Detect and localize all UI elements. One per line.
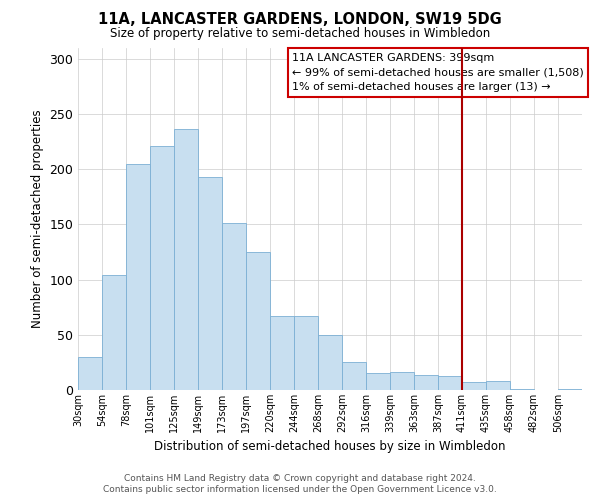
Bar — [222, 223, 246, 390]
Text: 11A, LANCASTER GARDENS, LONDON, SW19 5DG: 11A, LANCASTER GARDENS, LONDON, SW19 5DG — [98, 12, 502, 28]
Y-axis label: Number of semi-detached properties: Number of semi-detached properties — [31, 110, 44, 328]
Bar — [558, 389, 582, 390]
Bar — [510, 389, 534, 390]
Bar — [270, 316, 294, 390]
Text: Size of property relative to semi-detached houses in Wimbledon: Size of property relative to semi-detach… — [110, 28, 490, 40]
Text: Contains HM Land Registry data © Crown copyright and database right 2024.
Contai: Contains HM Land Registry data © Crown c… — [103, 474, 497, 494]
Bar — [78, 357, 102, 390]
Bar — [414, 374, 438, 390]
X-axis label: Distribution of semi-detached houses by size in Wimbledon: Distribution of semi-detached houses by … — [154, 440, 506, 454]
Bar — [438, 376, 462, 390]
Bar — [342, 362, 366, 390]
Bar — [318, 335, 342, 390]
Bar — [198, 177, 222, 390]
Bar — [462, 382, 486, 390]
Bar — [294, 316, 318, 390]
Bar — [486, 381, 510, 390]
Bar — [246, 252, 270, 390]
Bar — [390, 372, 414, 390]
Bar — [366, 374, 390, 390]
Text: 11A LANCASTER GARDENS: 399sqm
← 99% of semi-detached houses are smaller (1,508)
: 11A LANCASTER GARDENS: 399sqm ← 99% of s… — [292, 52, 584, 92]
Bar — [126, 164, 150, 390]
Bar — [102, 275, 126, 390]
Bar — [174, 130, 198, 390]
Bar — [150, 146, 174, 390]
